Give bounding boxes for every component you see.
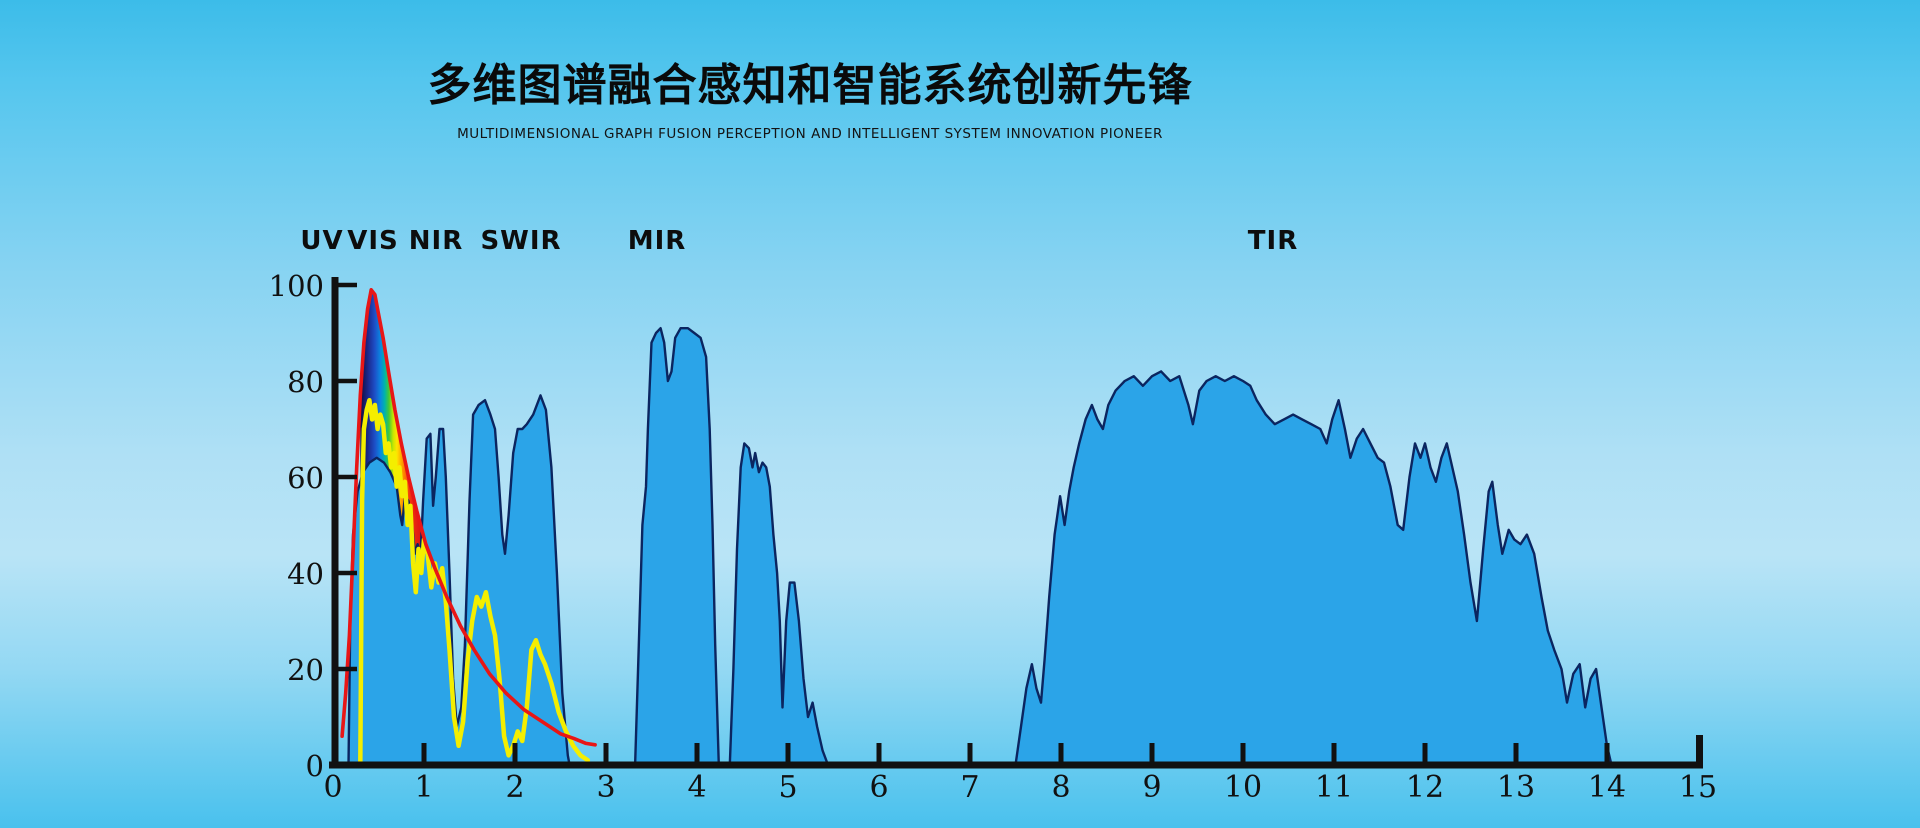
x-tick-label-3: 3: [596, 770, 615, 805]
x-tick-label-5: 5: [778, 770, 797, 805]
y-tick-label-40: 40: [287, 557, 324, 591]
x-tick-label-10: 10: [1224, 770, 1262, 805]
band-label-mir: MIR: [627, 226, 687, 256]
x-tick-label-13: 13: [1497, 770, 1535, 805]
solar-envelope-curve: [340, 288, 597, 747]
band-label-vis: VIS: [347, 226, 399, 256]
x-tick-label-9: 9: [1142, 770, 1161, 805]
header: 多维图谱融合感知和智能系统创新先锋 MULTIDIMENSIONAL GRAPH…: [250, 60, 1370, 143]
y-tick-label-20: 20: [287, 653, 324, 687]
y-tick-label-100: 100: [269, 269, 324, 303]
x-tick-label-7: 7: [960, 770, 979, 805]
x-tick-label-11: 11: [1315, 770, 1353, 805]
atmospheric-window-area-1: [633, 327, 720, 767]
x-tick-label-14: 14: [1588, 770, 1626, 805]
x-tick-label-4: 4: [687, 770, 706, 805]
page-subtitle: MULTIDIMENSIONAL GRAPH FUSION PERCEPTION…: [457, 126, 1163, 143]
atmospheric-window-area-2: [728, 442, 830, 767]
atmospheric-window-area-3: [1014, 370, 1613, 767]
page-title: 多维图谱融合感知和智能系统创新先锋: [427, 60, 1193, 111]
x-tick-label-1: 1: [414, 770, 433, 805]
y-tick-label-0: 0: [306, 749, 324, 783]
band-label-nir: NIR: [408, 226, 464, 256]
x-tick-label-15: 15: [1679, 770, 1717, 805]
x-tick-label-6: 6: [869, 770, 888, 805]
band-label-tir: TIR: [1247, 226, 1299, 256]
y-tick-label-60: 60: [287, 461, 324, 495]
x-tick-label-2: 2: [505, 770, 524, 805]
solar-ground-curve: [358, 397, 591, 768]
x-tick-label-12: 12: [1406, 770, 1444, 805]
band-label-swir: SWIR: [480, 226, 562, 256]
y-tick-label-80: 80: [287, 365, 324, 399]
x-tick-label-0: 0: [323, 770, 342, 805]
x-tick-label-8: 8: [1051, 770, 1070, 805]
band-label-uv: UV: [300, 226, 344, 256]
